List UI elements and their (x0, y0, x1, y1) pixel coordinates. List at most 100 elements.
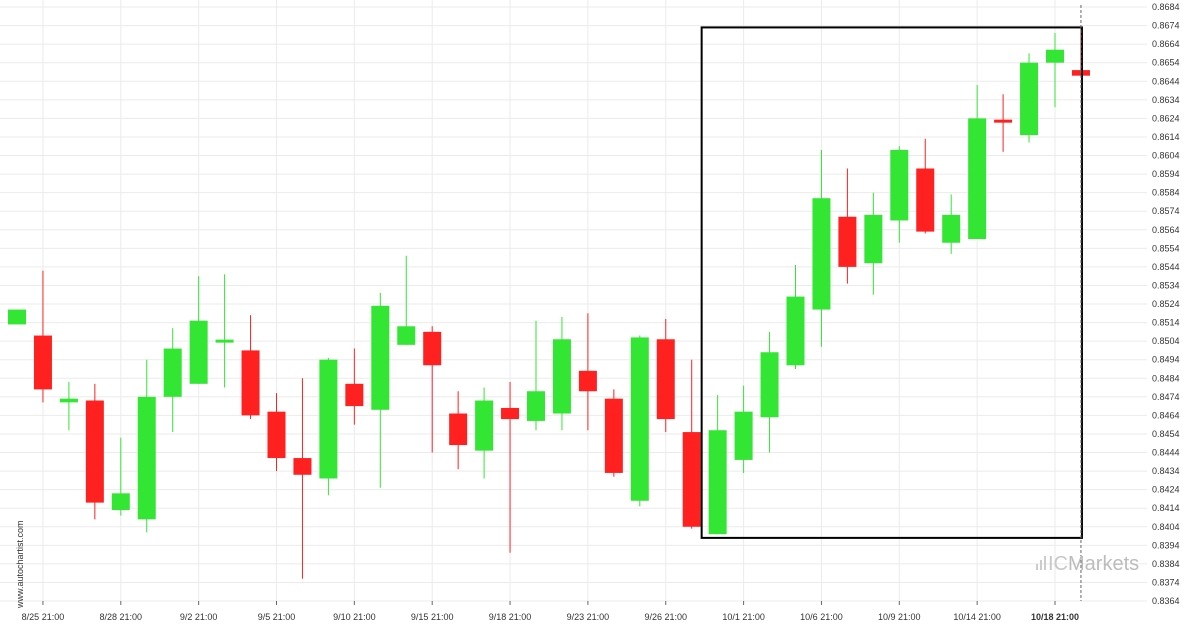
candle-body (423, 331, 442, 366)
y-tick-label: 0.8604 (1152, 151, 1180, 161)
y-tick-label: 0.8634 (1152, 95, 1180, 105)
candle (423, 326, 442, 453)
candle (475, 387, 494, 479)
candle (916, 138, 935, 234)
x-tick-label: 9/23 21:00 (567, 612, 610, 622)
y-tick-label: 0.8524 (1152, 299, 1180, 309)
y-tick-label: 0.8554 (1152, 243, 1180, 253)
candle (1046, 32, 1064, 108)
candle (890, 146, 909, 243)
candle-body (267, 411, 286, 459)
candle-body (682, 432, 701, 527)
x-tick-label: 8/25 21:00 (22, 612, 65, 622)
candle-body (8, 309, 26, 325)
candle-body (215, 339, 234, 343)
candle (137, 359, 156, 533)
logo-bars-icon (1036, 556, 1046, 570)
y-tick-label: 0.8484 (1152, 373, 1180, 383)
candle (552, 316, 571, 431)
candle-body (968, 118, 987, 240)
x-tick-label: 10/6 21:00 (800, 612, 843, 622)
candle (864, 192, 883, 295)
y-tick-label: 0.8614 (1152, 132, 1180, 142)
x-tick-label: 10/1 21:00 (722, 612, 765, 622)
y-tick-label: 0.8424 (1152, 485, 1180, 495)
x-tick-label: 9/18 21:00 (489, 612, 532, 622)
y-tick-label: 0.8624 (1152, 113, 1180, 123)
y-tick-label: 0.8664 (1152, 39, 1180, 49)
candle (33, 270, 52, 403)
y-tick-label: 0.8654 (1152, 58, 1180, 68)
x-tick-label: 9/15 21:00 (411, 612, 454, 622)
candle-body (890, 149, 909, 221)
candle-body (319, 359, 338, 479)
candle (267, 393, 286, 472)
candle-body (449, 413, 468, 446)
candle (111, 437, 130, 516)
y-tick-label: 0.8474 (1152, 392, 1180, 402)
candle-body (345, 383, 364, 407)
y-tick-label: 0.8674 (1152, 21, 1180, 31)
candle-body (838, 216, 857, 267)
y-tick-label: 0.8414 (1152, 503, 1180, 513)
candle (215, 274, 234, 388)
candle-body (527, 391, 545, 421)
y-tick-label: 0.8544 (1152, 262, 1180, 272)
y-tick-label: 0.8584 (1152, 188, 1180, 198)
candle-body (293, 458, 312, 475)
y-tick-label: 0.8494 (1152, 355, 1180, 365)
candle (786, 265, 805, 369)
candle-body (656, 339, 675, 420)
candle (708, 394, 727, 535)
candle (189, 276, 208, 384)
candle-body (1046, 49, 1064, 63)
candles (8, 27, 1090, 579)
candle (578, 313, 597, 431)
y-tick-label: 0.8564 (1152, 225, 1180, 235)
logo-prefix: IC (1048, 553, 1068, 575)
candle-body (111, 493, 130, 511)
candle (293, 378, 312, 579)
y-tick-label: 0.8374 (1152, 577, 1180, 587)
candle-body (371, 305, 390, 410)
candle-body (994, 119, 1013, 123)
y-tick-label: 0.8594 (1152, 169, 1180, 179)
candle-body (163, 348, 182, 397)
candle-body (501, 407, 520, 420)
candle (604, 389, 623, 477)
candle (319, 357, 338, 496)
candle-body (189, 320, 208, 384)
candle (968, 84, 987, 240)
overlays (700, 5, 1083, 601)
x-tick-label: 9/10 21:00 (333, 612, 376, 622)
candle (527, 320, 545, 431)
candle-body (475, 400, 494, 451)
candle-body (1020, 62, 1039, 136)
candle (630, 335, 649, 507)
x-tick-label: 9/5 21:00 (258, 612, 296, 622)
candle (449, 391, 468, 470)
candle-body (241, 350, 260, 416)
candle (760, 331, 779, 453)
pattern-highlight-box (700, 26, 1083, 539)
icmarkets-logo: ICMarkets (1036, 553, 1139, 575)
x-tick-label: 10/14 21:00 (953, 612, 1001, 622)
logo-suffix: Markets (1068, 553, 1139, 575)
x-tick-label: 10/9 21:00 (878, 612, 921, 622)
candle (371, 292, 390, 488)
x-tick-label: 8/28 21:00 (100, 612, 143, 622)
candle-body (59, 398, 78, 403)
candle-body (942, 214, 961, 243)
x-axis-ticks: 8/25 21:00 8/28 21:00 9/2 21:00 9/5 21:00 9/… (0, 600, 1147, 622)
candle-body (85, 400, 104, 503)
candle (59, 381, 78, 431)
x-tick-label: 9/2 21:00 (180, 612, 218, 622)
y-tick-label: 0.8384 (1152, 559, 1180, 569)
candle (812, 149, 831, 347)
candle (994, 94, 1013, 152)
y-tick-label: 0.8684 (1152, 2, 1180, 12)
candle-body (552, 339, 571, 414)
candle-body (760, 352, 779, 418)
candle-body (604, 398, 623, 473)
y-tick-label: 0.8514 (1152, 318, 1180, 328)
